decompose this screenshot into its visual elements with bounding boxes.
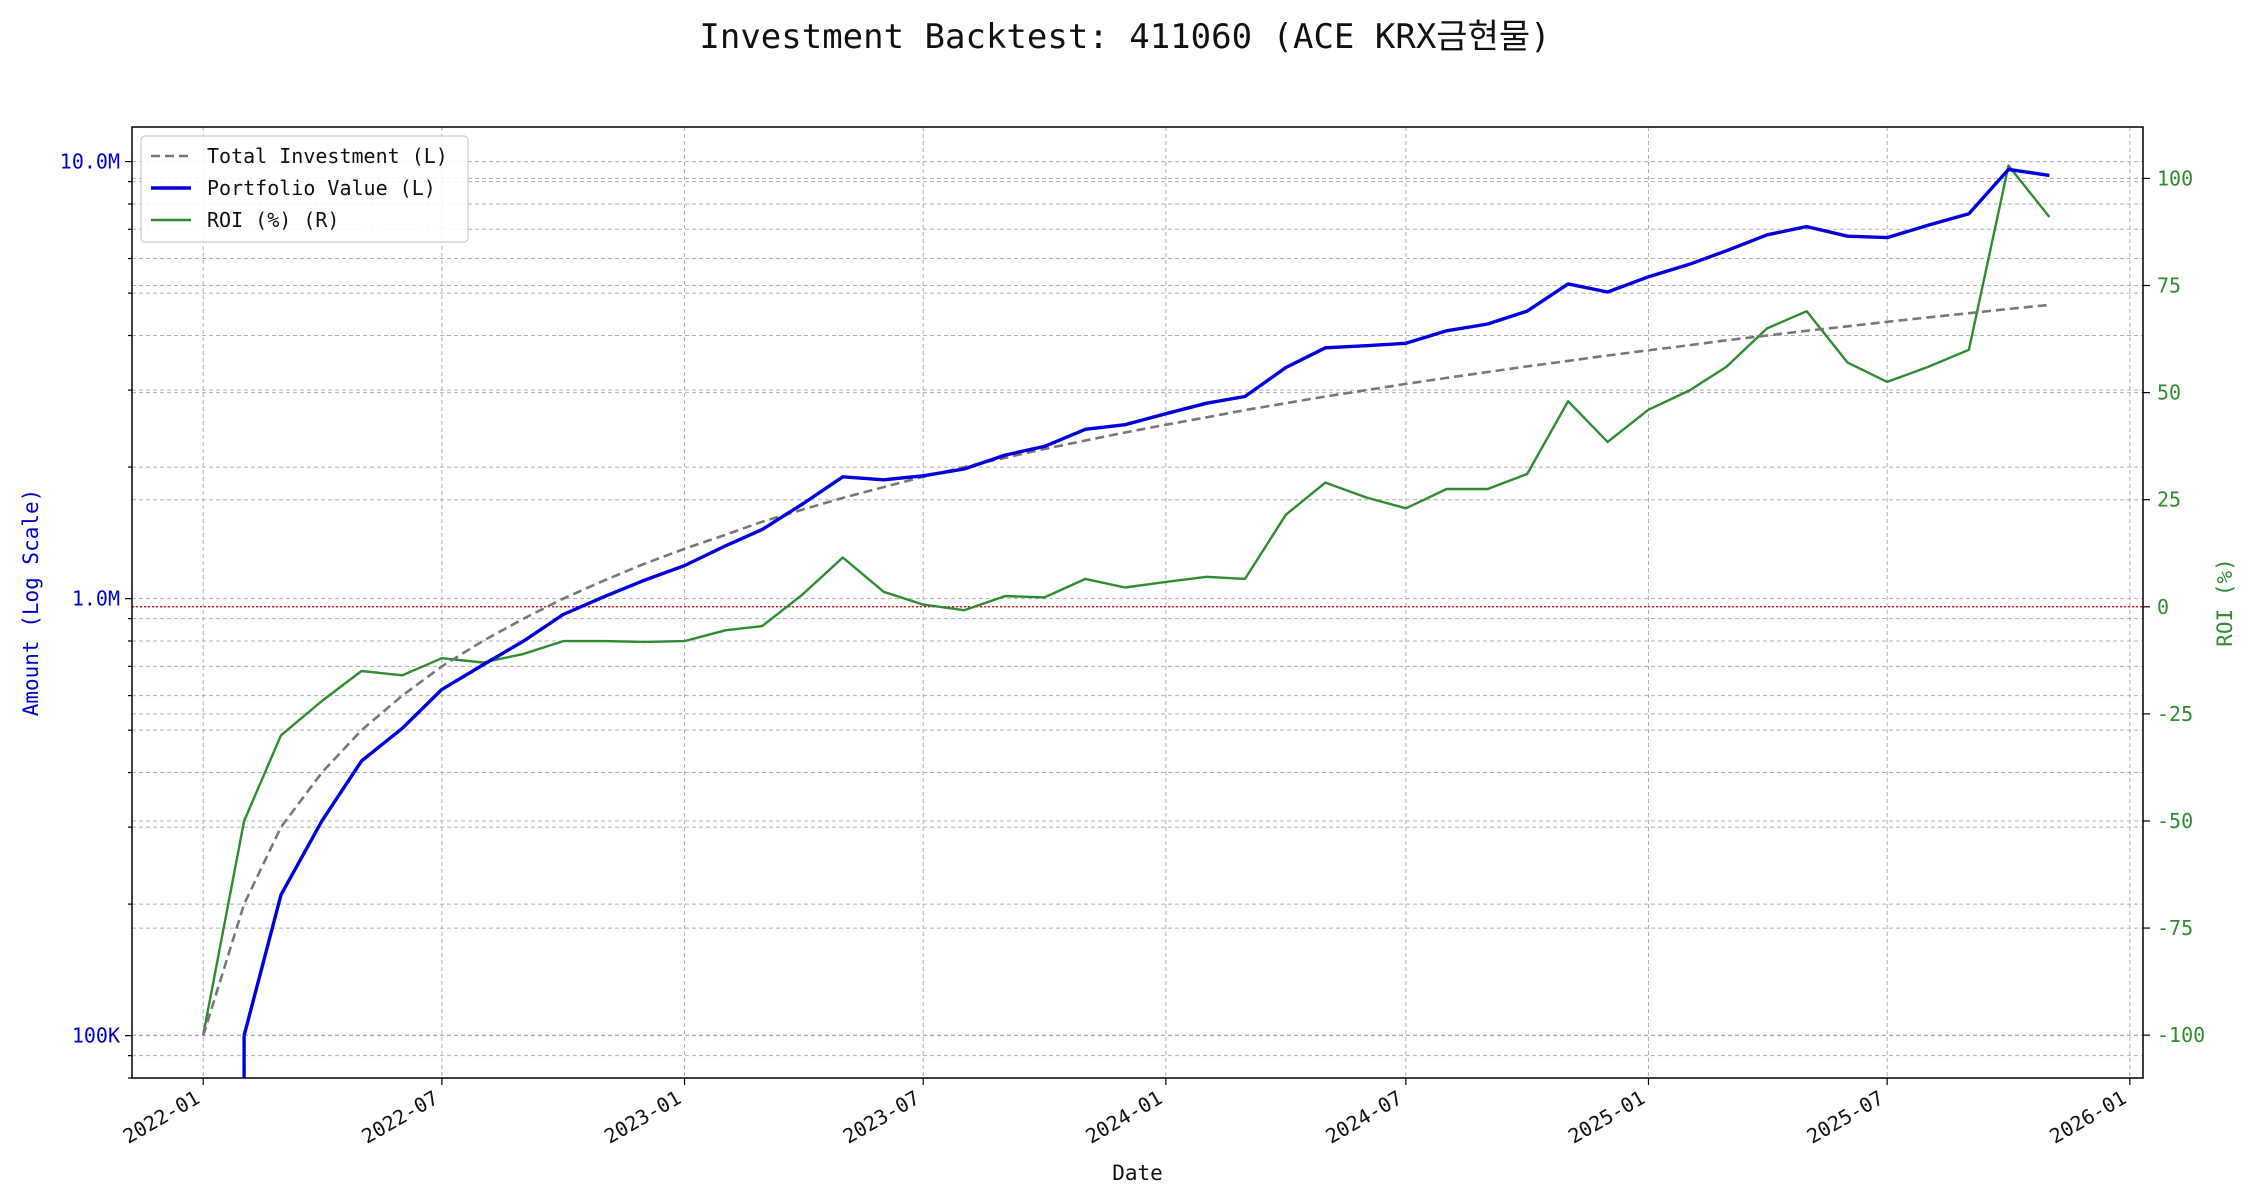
left-axis: 100K 1.0M 10.0M: [60, 150, 132, 1079]
right-tick-label: -100: [2157, 1023, 2205, 1047]
series-line-roi-r: [202, 164, 2051, 1036]
grid: [132, 127, 2143, 1079]
x-axis: 2022-01 2022-07 2023-01 2023-07 2024-01 2024-…: [119, 1078, 2131, 1148]
right-tick-label: -25: [2157, 702, 2193, 726]
x-axis-label: Date: [1112, 1161, 1163, 1185]
legend-box: [140, 135, 469, 243]
x-tick-label: 2022-01: [119, 1086, 204, 1149]
right-axis-label: ROI (%): [2213, 558, 2237, 647]
right-tick-label: 0: [2157, 595, 2169, 619]
right-tick-label: -75: [2157, 916, 2193, 940]
chart-title: Investment Backtest: 411060 (ACE KRX금현물): [699, 17, 1550, 57]
x-tick-label: 2024-01: [1081, 1086, 1166, 1149]
right-tick-label: 75: [2157, 274, 2181, 298]
left-tick-label: 1.0M: [72, 587, 120, 611]
x-tick-label: 2023-07: [839, 1086, 924, 1149]
left-tick-label: 10.0M: [60, 150, 120, 174]
right-tick-label: 25: [2157, 488, 2181, 512]
series-line-portfolio-value-l: [242, 167, 2050, 1037]
x-tick-label: 2025-07: [1803, 1086, 1888, 1149]
x-tick-label: 2024-07: [1321, 1086, 1406, 1149]
left-axis-label: Amount (Log Scale): [19, 489, 43, 717]
right-tick-label: -50: [2157, 809, 2193, 833]
legend: Total Investment (L) Portfolio Value (L) R…: [140, 135, 469, 243]
right-tick-label: 50: [2157, 381, 2181, 405]
legend-label-portfolio-value-l: Portfolio Value (L): [207, 176, 436, 200]
right-tick-label: 100: [2157, 166, 2193, 190]
right-axis: -100 -75 -50 -25 0 25 50 75 100: [2143, 166, 2205, 1047]
series-lines: [201, 164, 2051, 1078]
x-tick-label: 2023-01: [600, 1086, 685, 1149]
x-tick-label: 2026-01: [2045, 1086, 2130, 1149]
legend-label-total-investment-l: Total Investment (L): [207, 144, 448, 168]
plot-frame: [131, 126, 2144, 1079]
legend-label-roi-r: ROI (%) (R): [207, 208, 339, 232]
x-tick-label: 2025-01: [1564, 1086, 1649, 1149]
x-tick-label: 2022-07: [357, 1086, 442, 1149]
series-line-total-investment-l: [201, 303, 2050, 1036]
left-tick-label: 100K: [72, 1024, 120, 1048]
